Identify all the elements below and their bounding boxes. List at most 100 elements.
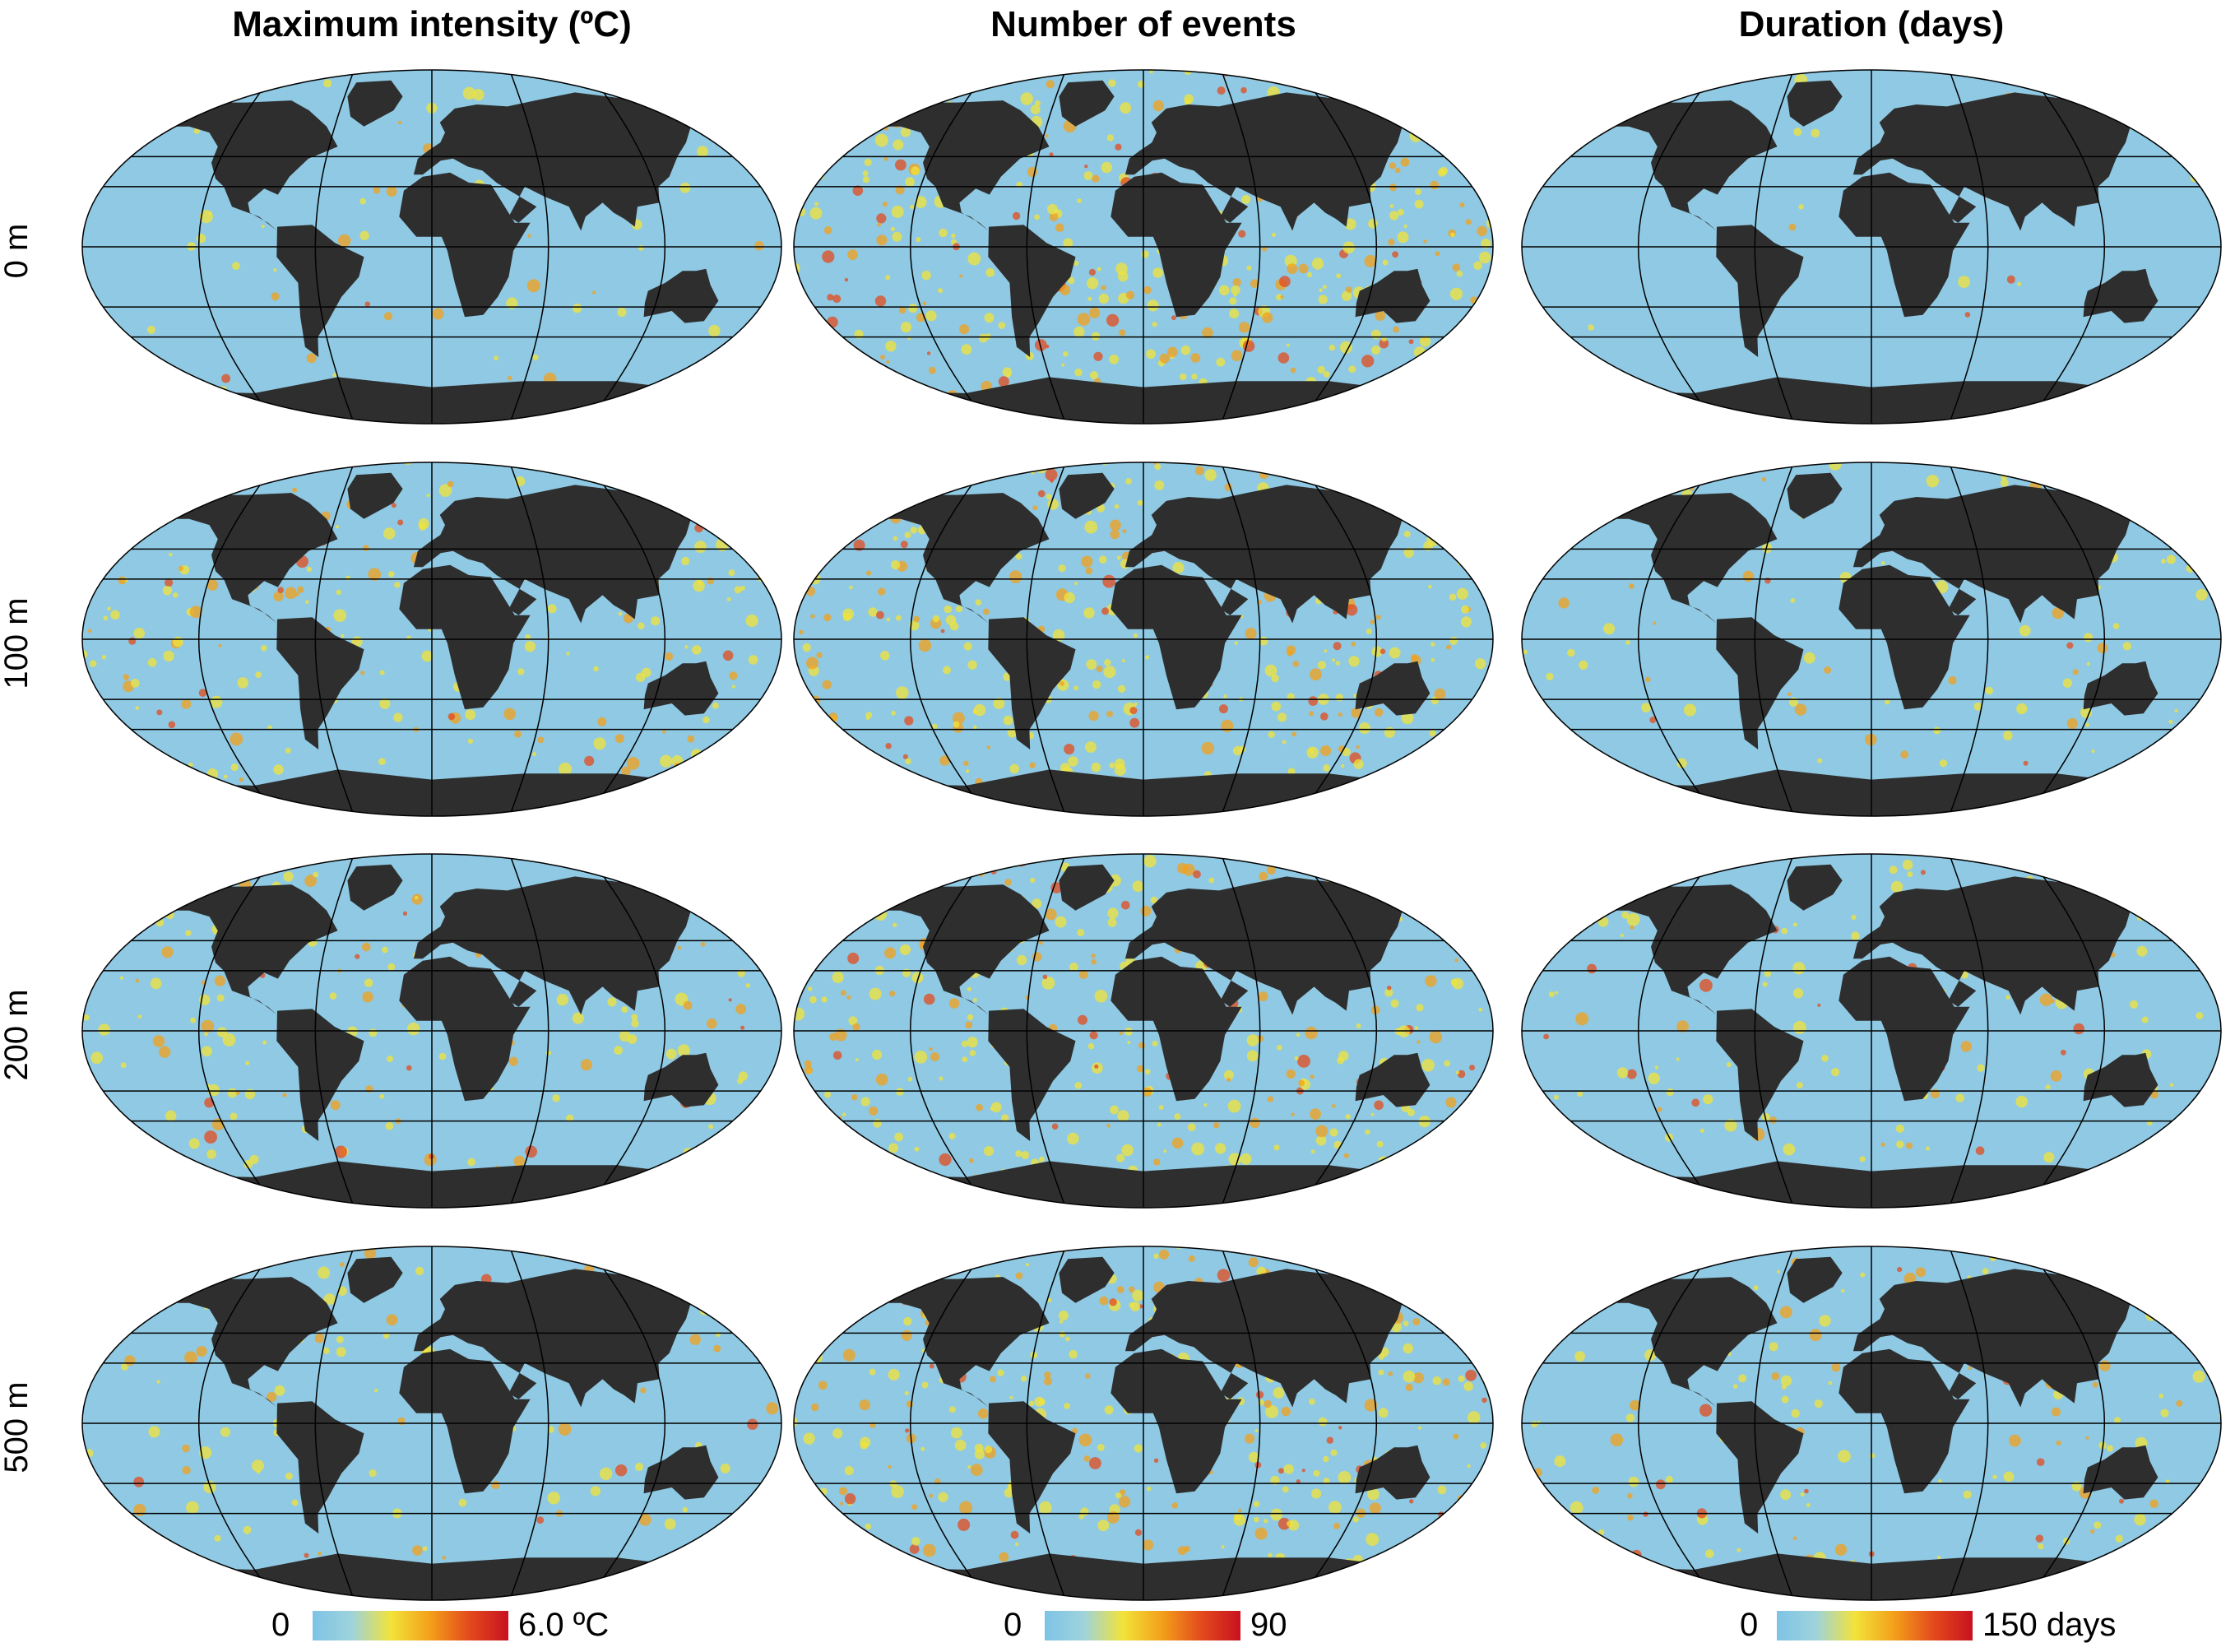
anomaly-speckle (1473, 109, 1483, 119)
anomaly-speckle (1038, 940, 1043, 945)
anomaly-speckle (1388, 1371, 1393, 1376)
anomaly-speckle (1461, 1496, 1467, 1501)
anomaly-speckle (862, 176, 869, 183)
anomaly-speckle (790, 327, 793, 332)
anomaly-speckle (1179, 373, 1187, 381)
land-north-america (876, 1277, 1050, 1408)
anomaly-speckle (1159, 353, 1170, 364)
graticule-longitude (1637, 854, 1720, 1208)
anomaly-speckle (1532, 904, 1543, 916)
anomaly-speckle (953, 721, 960, 728)
anomaly-speckle (1358, 722, 1371, 735)
anomaly-speckle (1478, 251, 1491, 264)
anomaly-speckle (415, 1266, 424, 1276)
anomaly-speckle (285, 587, 297, 600)
anomaly-speckle (1448, 369, 1454, 375)
anomaly-speckle (1345, 1114, 1351, 1120)
anomaly-speckle (1424, 815, 1432, 816)
row-label-500m: 500 m (0, 1381, 35, 1473)
anomaly-speckle (1101, 285, 1106, 290)
anomaly-speckle (1481, 1184, 1492, 1195)
anomaly-speckle (962, 1040, 968, 1047)
anomaly-speckle (1794, 703, 1807, 716)
anomaly-speckle (1315, 1125, 1328, 1138)
anomaly-speckle (1429, 752, 1441, 764)
anomaly-speckle (1092, 174, 1100, 183)
map-panel-number-of-events-0m (790, 66, 1497, 428)
anomaly-speckle (818, 504, 827, 513)
anomaly-speckle (1460, 616, 1472, 628)
anomaly-speckle (1323, 371, 1330, 378)
anomaly-speckle (687, 735, 695, 743)
anomaly-speckle (131, 1139, 140, 1149)
map-border (81, 69, 782, 425)
anomaly-speckle (1348, 656, 1360, 667)
anomaly-speckle (2134, 1513, 2146, 1526)
anomaly-speckle (168, 721, 176, 729)
anomaly-speckle (764, 489, 772, 496)
anomaly-speckle (394, 582, 401, 588)
anomaly-speckle (827, 1131, 831, 1136)
anomaly-speckle (1465, 709, 1477, 722)
anomaly-speckle (1308, 696, 1318, 706)
anomaly-speckle (201, 1585, 211, 1595)
anomaly-speckle (1262, 312, 1273, 323)
anomaly-speckle (1573, 1568, 1585, 1581)
anomaly-speckle (335, 525, 340, 529)
anomaly-speckle (1310, 1074, 1315, 1079)
anomaly-speckle (426, 494, 430, 498)
anomaly-speckle (607, 997, 617, 1007)
anomaly-speckle (517, 668, 525, 675)
anomaly-speckle (1202, 327, 1213, 339)
anomaly-speckle (751, 162, 761, 171)
anomaly-speckle (1480, 1442, 1486, 1449)
anomaly-speckle (1440, 90, 1454, 104)
anomaly-speckle (763, 479, 773, 488)
anomaly-speckle (1301, 1469, 1305, 1473)
anomaly-speckle (274, 810, 279, 816)
anomaly-speckle (1474, 658, 1486, 670)
anomaly-speckle (1271, 674, 1279, 683)
anomaly-speckle (2083, 392, 2096, 405)
anomaly-speckle (2038, 1543, 2044, 1550)
anomaly-speckle (706, 1562, 713, 1569)
anomaly-speckle (2196, 588, 2208, 601)
anomaly-speckle (78, 856, 81, 861)
anomaly-speckle (1051, 1123, 1059, 1130)
land-eurasia (413, 1269, 708, 1408)
anomaly-speckle (556, 994, 568, 1006)
anomaly-speckle (467, 1158, 475, 1167)
anomaly-speckle (923, 993, 935, 1005)
anomaly-speckle (905, 758, 911, 765)
anomaly-speckle (1392, 251, 1398, 258)
anomaly-speckle (2090, 1529, 2095, 1534)
anomaly-speckle (860, 1593, 868, 1600)
anomaly-speckle (1116, 1286, 1124, 1293)
anomaly-speckle (2050, 999, 2055, 1004)
map-panel-number-of-events-200m (790, 850, 1497, 1212)
anomaly-speckle (566, 1114, 574, 1122)
anomaly-speckle (1432, 1376, 1442, 1385)
anomaly-speckle (898, 306, 907, 314)
anomaly-speckle (362, 991, 373, 1003)
anomaly-speckle (1091, 958, 1097, 965)
anomaly-speckle (2052, 606, 2064, 620)
anomaly-speckle (829, 1032, 837, 1041)
anomaly-speckle (1449, 593, 1457, 601)
anomaly-speckle (846, 374, 860, 387)
graticule-longitude (1754, 854, 1796, 1208)
anomaly-speckle (885, 275, 891, 281)
land-greenland (1787, 80, 1843, 127)
anomaly-speckle (388, 571, 395, 578)
anomaly-speckle (1109, 762, 1115, 768)
anomaly-speckle (888, 1464, 892, 1469)
anomaly-speckle (1233, 293, 1237, 297)
anomaly-speckle (1421, 1580, 1426, 1585)
anomaly-speckle (1735, 1593, 1741, 1599)
anomaly-speckle (1665, 1475, 1673, 1483)
anomaly-speckle (1397, 208, 1404, 216)
land-south-america (1716, 1009, 1804, 1141)
anomaly-speckle (685, 1200, 697, 1208)
anomaly-speckle (1376, 1140, 1384, 1148)
anomaly-speckle (734, 1246, 742, 1254)
